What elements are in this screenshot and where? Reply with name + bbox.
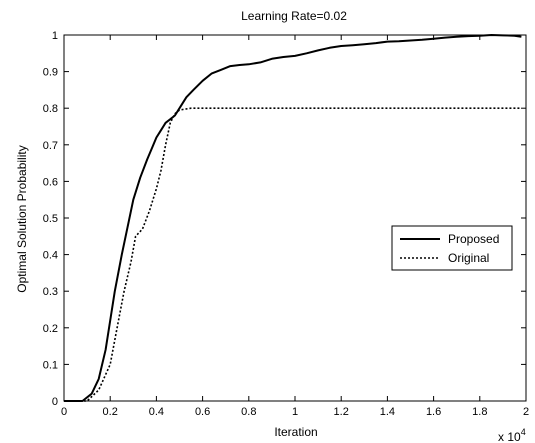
y-tick-label: 0.9	[43, 67, 58, 79]
x-tick-label: 1.8	[472, 406, 487, 418]
x-tick-label: 0.6	[195, 406, 210, 418]
y-tick-label: 0.6	[43, 176, 58, 188]
x-tick-label: 1.4	[380, 406, 395, 418]
series-line-original	[64, 107, 522, 402]
y-tick-label: 1	[52, 30, 58, 42]
y-tick-label: 0.5	[43, 213, 58, 225]
y-tick-label: 0.8	[43, 103, 58, 115]
legend-label-proposed: Proposed	[448, 232, 499, 246]
legend: Proposed Original	[391, 225, 513, 271]
x-multiplier-base: x 10	[498, 430, 521, 443]
x-tick-label: 0.8	[241, 406, 256, 418]
plot-frame	[63, 34, 527, 402]
y-tick-label: 0	[52, 396, 58, 408]
x-tick-label: 0.2	[103, 406, 118, 418]
x-tick-label: 0	[61, 406, 67, 418]
legend-box	[391, 225, 513, 271]
series-line-proposed	[64, 34, 522, 402]
y-tick-label: 0.1	[43, 359, 58, 371]
y-tick-label: 0.2	[43, 323, 58, 335]
y-tick-label: 0.4	[43, 250, 58, 262]
y-axis-label: Optimal Solution Probability	[15, 145, 29, 292]
x-tick-label: 2	[523, 406, 529, 418]
x-tick-label: 0.4	[149, 406, 164, 418]
y-tick-label: 0.3	[43, 286, 58, 298]
x-tick-label: 1	[292, 406, 298, 418]
y-tick-label: 0.7	[43, 140, 58, 152]
legend-label-original: Original	[448, 251, 489, 265]
x-axis-multiplier: x 104	[498, 427, 526, 443]
chart-title: Learning Rate=0.02	[241, 9, 347, 23]
plot-area: 0 0.2 0.4 0.6 0.8 1 1.2 1.4 1.6 1.8 2 0 0.1 0.2 0.3 0.4…	[43, 30, 529, 418]
x-tick-label: 1.2	[334, 406, 349, 418]
x-multiplier-exponent: 4	[521, 427, 526, 437]
x-tick-label: 1.6	[426, 406, 441, 418]
x-axis-label: Iteration	[274, 425, 317, 439]
